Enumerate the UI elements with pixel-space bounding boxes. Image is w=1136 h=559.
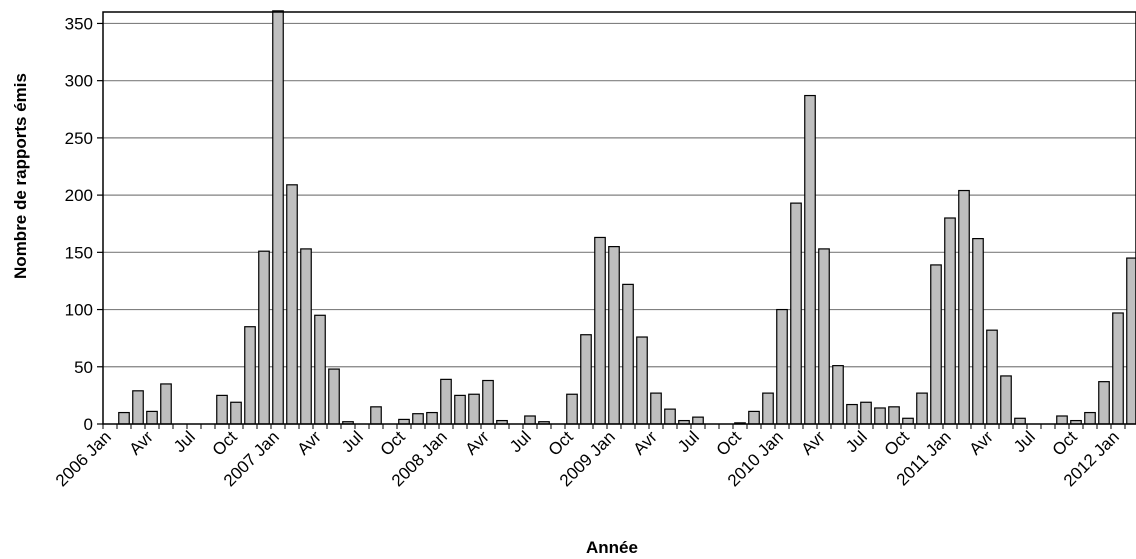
- bar: [370, 406, 382, 425]
- bar: [776, 308, 788, 425]
- x-tick-label: Oct: [881, 427, 913, 459]
- bar: [272, 10, 284, 425]
- y-tick-label: 300: [65, 72, 93, 91]
- bar: [986, 329, 998, 425]
- y-tick-label: 100: [65, 301, 93, 320]
- bar: [482, 379, 494, 425]
- bar: [930, 264, 942, 425]
- bar: [874, 407, 886, 425]
- bar: [636, 336, 648, 425]
- bar: [244, 326, 256, 425]
- x-tick-label: Oct: [545, 427, 577, 459]
- x-tick-label: Avr: [126, 427, 157, 458]
- bar: [230, 401, 242, 425]
- bar: [762, 392, 774, 425]
- bar: [1112, 312, 1124, 425]
- bar: [608, 246, 620, 425]
- bar: [692, 416, 704, 425]
- bar: [594, 236, 606, 425]
- y-tick-label: 50: [74, 358, 93, 377]
- bar: [580, 334, 592, 425]
- plot-frame: [102, 11, 1136, 425]
- bar: [650, 392, 662, 425]
- x-tick-label: Avr: [630, 427, 661, 458]
- x-tick-label: Oct: [377, 427, 409, 459]
- bar: [468, 393, 480, 425]
- bar: [412, 413, 424, 425]
- bar: [566, 393, 578, 425]
- y-tick-labels: 0 50 100 150 200 250 300 350: [65, 14, 93, 434]
- axes: [97, 11, 1136, 429]
- x-tick-label: Jul: [674, 427, 703, 456]
- bars: [118, 10, 1136, 425]
- bar: [944, 217, 956, 425]
- x-tick-label: Avr: [966, 427, 997, 458]
- bar: [300, 248, 312, 425]
- bar: [132, 390, 144, 425]
- bar: [1000, 375, 1012, 425]
- x-tick-label: Avr: [462, 427, 493, 458]
- bar: [916, 392, 928, 425]
- bar: [790, 202, 802, 425]
- bar: [664, 408, 676, 425]
- bar: [860, 401, 872, 425]
- y-tick-label: 350: [65, 14, 93, 33]
- x-tick-label: 2006 Jan: [52, 427, 115, 490]
- bar: [1014, 417, 1026, 425]
- bar: [1084, 411, 1096, 425]
- bar: [832, 365, 844, 425]
- x-tick-label: Oct: [713, 427, 745, 459]
- bar: [1098, 381, 1110, 425]
- bar: [804, 94, 816, 425]
- bar: [328, 368, 340, 425]
- bar: [454, 394, 466, 425]
- bar: [972, 238, 984, 425]
- bar: [258, 250, 270, 425]
- x-tick-label: Jul: [1010, 427, 1039, 456]
- bar: [426, 411, 438, 425]
- bar: [440, 378, 452, 425]
- bar: [118, 411, 130, 425]
- bar: [846, 403, 858, 425]
- bar: [524, 415, 536, 425]
- bar: [216, 394, 228, 425]
- y-tick-label: 250: [65, 129, 93, 148]
- bar: [888, 406, 900, 425]
- x-tick-label: Jul: [338, 427, 367, 456]
- bar: [1056, 415, 1068, 425]
- y-tick-label: 150: [65, 243, 93, 262]
- bar: [622, 283, 634, 425]
- y-tick-label: 200: [65, 186, 93, 205]
- x-axis-title: Année: [586, 538, 638, 557]
- x-tick-label: Jul: [506, 427, 535, 456]
- x-tick-label: Jul: [842, 427, 871, 456]
- x-tick-label: Oct: [1049, 427, 1081, 459]
- bar: [146, 410, 158, 425]
- x-tick-label: Avr: [294, 427, 325, 458]
- bar: [286, 184, 298, 425]
- bar: [958, 189, 970, 425]
- bar: [1126, 257, 1136, 425]
- y-tick-label: 0: [84, 415, 93, 434]
- bar: [314, 314, 326, 425]
- x-tick-label: Jul: [170, 427, 199, 456]
- bar: [160, 383, 172, 425]
- x-tick-label: Avr: [798, 427, 829, 458]
- y-axis-title: Nombre de rapports émis: [11, 73, 30, 279]
- x-tick-label: Oct: [209, 427, 241, 459]
- bar: [902, 417, 914, 425]
- bar: [818, 248, 830, 425]
- bar: [748, 410, 760, 425]
